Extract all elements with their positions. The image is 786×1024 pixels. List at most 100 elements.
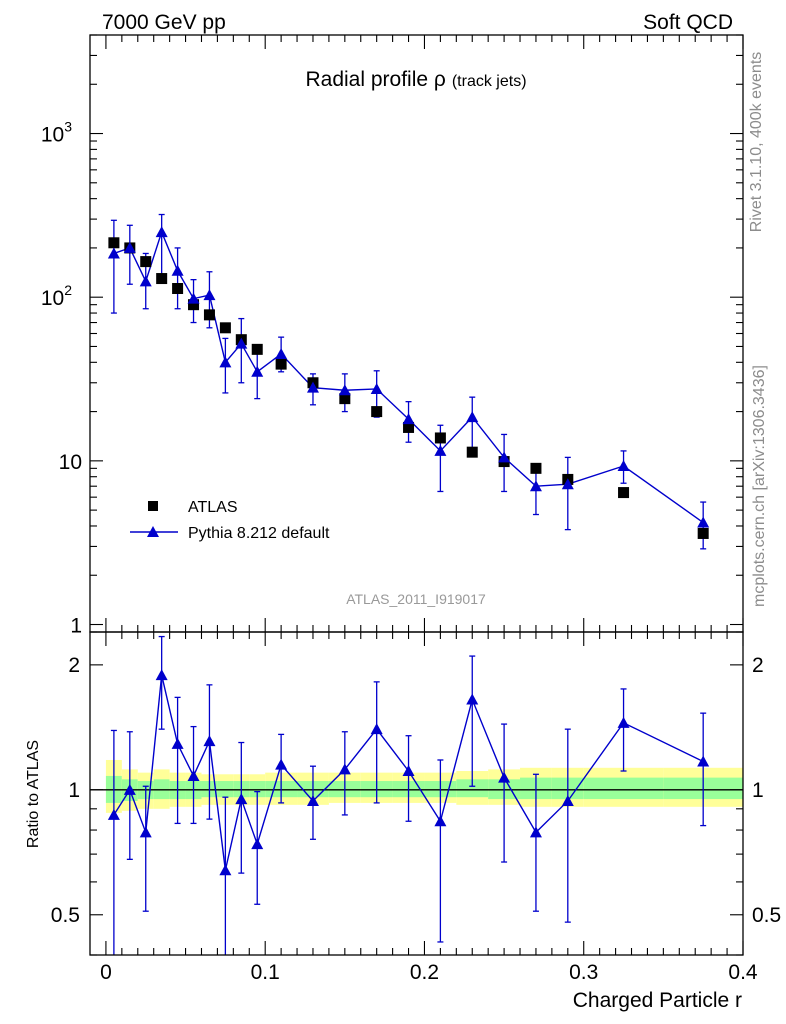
rivet-version-label: Rivet 3.1.10, 400k events bbox=[748, 52, 765, 233]
analysis-id-label: ATLAS_2011_I919017 bbox=[346, 591, 486, 607]
x-tick-label: 0.2 bbox=[410, 961, 439, 984]
ratio-y-tick-label-left: 0.5 bbox=[51, 904, 80, 927]
atlas-point bbox=[156, 273, 168, 285]
main-y-tick-label: 103 bbox=[41, 119, 72, 147]
ratio-green-band bbox=[456, 779, 489, 798]
pythia-point bbox=[498, 451, 511, 463]
x-axis-label: Charged Particle r bbox=[573, 989, 742, 1012]
legend-pythia-marker bbox=[147, 526, 159, 537]
ratio-point bbox=[107, 808, 120, 820]
pythia-point bbox=[466, 411, 479, 423]
ratio-point bbox=[123, 783, 136, 795]
ratio-point bbox=[203, 735, 216, 747]
x-tick-label: 0 bbox=[100, 961, 112, 984]
ratio-point bbox=[219, 864, 232, 876]
ratio-point bbox=[617, 716, 630, 728]
ratio-point bbox=[529, 826, 542, 838]
ratio-point bbox=[306, 794, 319, 806]
atlas-point bbox=[251, 343, 263, 355]
atlas-point bbox=[188, 299, 200, 311]
pythia-point bbox=[235, 337, 248, 349]
pythia-point bbox=[139, 275, 152, 287]
header-right-label: Soft QCD bbox=[643, 11, 733, 34]
ratio-y-tick-label-left: 1 bbox=[68, 779, 80, 802]
ratio-point bbox=[338, 763, 351, 775]
ratio-point bbox=[155, 669, 168, 681]
pythia-point bbox=[561, 478, 574, 490]
ratio-point bbox=[466, 693, 479, 705]
main-y-tick-label: 102 bbox=[41, 282, 72, 310]
ratio-y-tick-label-left: 2 bbox=[68, 654, 80, 677]
pythia-point bbox=[123, 241, 136, 253]
main-title: Radial profile ρ (track jets) bbox=[305, 68, 526, 91]
ratio-y-tick-label-right: 1 bbox=[752, 779, 764, 802]
main-y-tick-exponent: 2 bbox=[64, 282, 72, 298]
pythia-point bbox=[203, 289, 216, 301]
ratio-green-band bbox=[583, 777, 664, 800]
main-frame bbox=[89, 34, 744, 633]
ratio-point bbox=[187, 769, 200, 781]
atlas-point bbox=[203, 309, 215, 321]
ratio-point bbox=[251, 838, 264, 850]
legend-atlas-label: ATLAS bbox=[188, 499, 238, 516]
main-y-tick-exponent: 3 bbox=[64, 119, 72, 135]
atlas-point bbox=[339, 393, 351, 405]
main-title-sub: (track jets) bbox=[452, 73, 527, 90]
main-title-text: Radial profile ρ bbox=[305, 68, 445, 91]
atlas-point bbox=[108, 237, 120, 249]
atlas-point bbox=[434, 432, 446, 444]
ratio-point bbox=[370, 723, 383, 735]
ratio-point bbox=[498, 771, 511, 783]
pythia-point bbox=[251, 365, 264, 377]
pythia-point bbox=[306, 381, 319, 393]
atlas-point bbox=[618, 487, 630, 499]
atlas-point bbox=[275, 358, 287, 370]
pythia-point bbox=[338, 384, 351, 396]
atlas-point bbox=[140, 256, 152, 268]
pythia-point bbox=[370, 382, 383, 394]
pythia-point bbox=[187, 292, 200, 304]
ratio-y-ticks: 0.5 0.5 1 1 2 2 bbox=[51, 654, 781, 956]
mcplots-label: mcplots.cern.ch [arXiv:1306.3436] bbox=[751, 365, 768, 607]
atlas-point bbox=[530, 462, 542, 474]
ratio-point bbox=[561, 794, 574, 806]
ratio-point bbox=[275, 758, 288, 770]
ratio-marks bbox=[107, 635, 710, 955]
atlas-point bbox=[371, 406, 383, 418]
main-y-tick-label: 1 bbox=[70, 615, 82, 638]
main-marks bbox=[107, 213, 710, 550]
ratio-point bbox=[235, 793, 248, 805]
ratio-point bbox=[171, 737, 184, 749]
pythia-point bbox=[171, 264, 184, 276]
header-left-label: 7000 GeV pp bbox=[102, 11, 226, 34]
pythia-point bbox=[155, 226, 168, 238]
atlas-point bbox=[403, 421, 415, 433]
atlas-point bbox=[172, 283, 184, 295]
pythia-point bbox=[617, 460, 630, 472]
ratio-y-axis-label: Ratio to ATLAS bbox=[25, 740, 42, 848]
ratio-point bbox=[434, 815, 447, 827]
ratio-point bbox=[697, 755, 710, 767]
ratio-frame bbox=[89, 631, 744, 956]
pythia-point bbox=[697, 516, 710, 528]
pythia-point bbox=[107, 247, 120, 259]
atlas-point bbox=[219, 322, 231, 334]
ratio-point bbox=[139, 826, 152, 838]
ratio-green-band bbox=[249, 781, 266, 798]
x-tick-label: 0.1 bbox=[251, 961, 280, 984]
pythia-point bbox=[529, 480, 542, 492]
legend-atlas-marker bbox=[148, 501, 158, 511]
pythia-point bbox=[402, 413, 415, 425]
ratio-x-ticks: 0 0.1 0.2 0.3 0.4 bbox=[100, 35, 758, 984]
atlas-point bbox=[466, 446, 478, 458]
ratio-green-band bbox=[217, 781, 234, 798]
ratio-bands bbox=[105, 759, 743, 813]
pythia-point bbox=[434, 444, 447, 456]
main-panel: 1 10 102 103 Radial profile ρ (track jets) A… bbox=[41, 34, 744, 638]
x-tick-label: 0.3 bbox=[569, 961, 598, 984]
pythia-line bbox=[113, 230, 704, 524]
legend-pythia-label: Pythia 8.212 default bbox=[188, 525, 330, 542]
ratio-y-tick-label-right: 0.5 bbox=[752, 904, 781, 927]
atlas-point bbox=[697, 527, 709, 539]
